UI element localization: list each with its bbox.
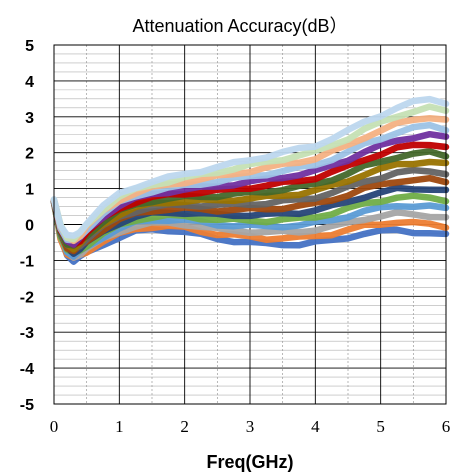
y-tick-label: -4 <box>20 361 34 378</box>
plot-area-frame <box>53 44 447 405</box>
x-tick-label: 2 <box>180 417 189 436</box>
y-tick-label: 4 <box>25 74 34 91</box>
series-line <box>50 95 450 239</box>
x-tick-label: 6 <box>442 417 451 436</box>
y-tick-label: 0 <box>25 218 34 235</box>
x-axis-label: Freq(GHz) <box>207 452 294 472</box>
y-tick-label: 3 <box>25 110 34 127</box>
y-tick-label: -5 <box>20 397 34 414</box>
y-axis-ticks: 5 4 3 2 1 0 -1 -2 -3 -4 -5 <box>20 38 34 414</box>
x-axis-ticks: 0 1 2 3 4 5 6 <box>50 417 451 436</box>
x-tick-label: 0 <box>50 417 59 436</box>
x-tick-label: 5 <box>376 417 385 436</box>
y-tick-label: 1 <box>25 182 34 199</box>
y-tick-label: -1 <box>20 253 34 270</box>
y-tick-label: 2 <box>25 146 34 163</box>
y-tick-label: 5 <box>25 38 34 55</box>
chart-title: Attenuation Accuracy(dB） <box>132 16 347 36</box>
x-tick-label: 3 <box>246 417 255 436</box>
x-tick-label: 1 <box>115 417 124 436</box>
y-tick-label: -2 <box>20 289 34 306</box>
x-tick-label: 4 <box>311 417 320 436</box>
series-layer <box>50 95 450 265</box>
y-tick-label: -3 <box>20 325 34 342</box>
